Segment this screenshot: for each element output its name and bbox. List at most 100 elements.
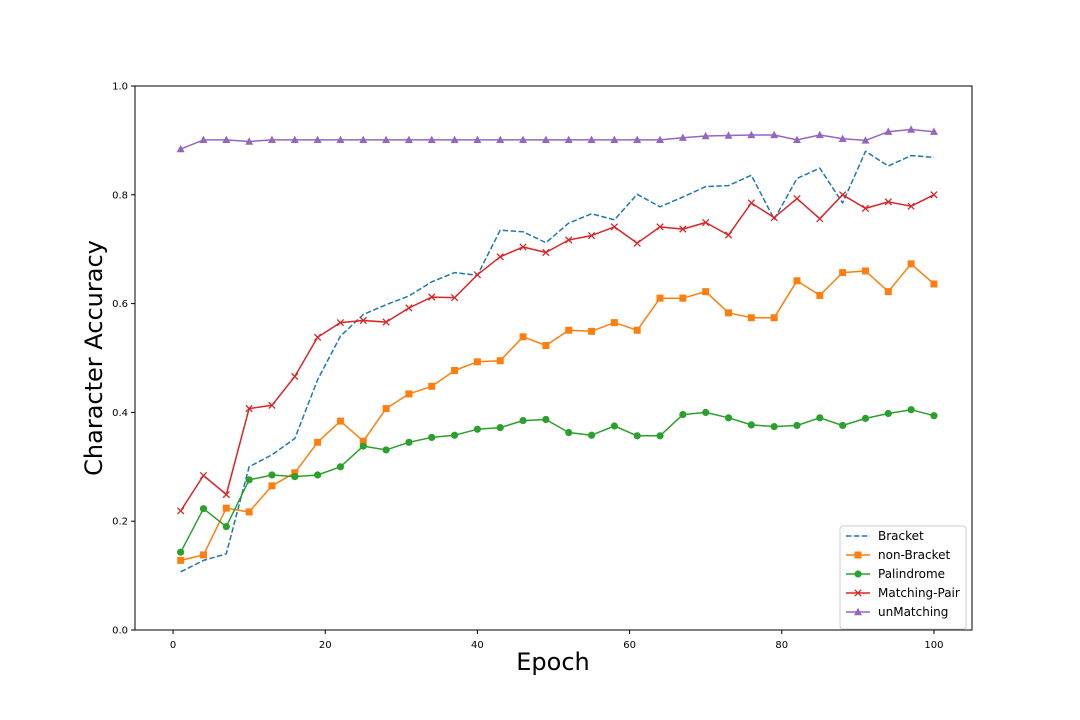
legend-label-non-bracket: non-Bracket	[878, 548, 950, 562]
data-point-palindrome	[245, 476, 253, 484]
data-point-unmatching	[861, 136, 870, 144]
data-point-unmatching	[929, 127, 938, 135]
series-unmatching	[176, 125, 938, 153]
data-point-palindrome	[199, 505, 208, 513]
data-point-unmatching	[336, 135, 345, 144]
data-point-palindrome	[656, 432, 664, 440]
data-point-unmatching	[656, 135, 665, 144]
data-point-non-bracket	[816, 291, 824, 299]
data-point-matching-pair	[770, 213, 778, 222]
data-point-matching-pair	[382, 318, 390, 326]
data-point-palindrome	[610, 422, 618, 430]
data-point-non-bracket	[907, 260, 915, 268]
data-point-unmatching	[267, 135, 276, 144]
legend: Bracket non-Bracket Palindrome Matching-Pai…	[839, 525, 967, 630]
data-point-unmatching	[884, 127, 893, 135]
data-point-unmatching	[404, 135, 413, 144]
legend-label-bracket: Bracket	[878, 529, 924, 543]
legend-marker-unmatching	[854, 607, 862, 616]
data-point-palindrome	[907, 406, 915, 414]
data-point-palindrome	[268, 471, 276, 479]
data-point-non-bracket	[542, 341, 550, 349]
data-point-matching-pair	[587, 231, 596, 240]
data-point-non-bracket	[565, 326, 573, 334]
y-tick-label: 0.0	[112, 626, 128, 637]
data-point-non-bracket	[336, 417, 344, 425]
data-point-non-bracket	[382, 405, 390, 413]
data-point-palindrome	[473, 425, 482, 433]
series-matching-pair	[176, 191, 938, 515]
data-point-non-bracket	[725, 309, 733, 317]
data-point-unmatching	[610, 135, 619, 144]
data-point-matching-pair	[222, 490, 230, 499]
data-point-non-bracket	[199, 551, 207, 559]
data-point-matching-pair	[816, 215, 824, 223]
data-point-unmatching	[747, 130, 756, 139]
data-point-matching-pair	[610, 223, 619, 231]
series-line-bracket	[180, 150, 935, 573]
data-point-palindrome	[314, 471, 322, 479]
data-point-matching-pair	[496, 253, 504, 261]
legend-marker-non-bracket	[854, 551, 862, 559]
data-point-unmatching	[359, 135, 368, 144]
data-point-matching-pair	[313, 333, 322, 341]
data-point-matching-pair	[176, 507, 185, 515]
data-point-unmatching	[313, 135, 322, 144]
data-point-unmatching	[473, 135, 482, 144]
data-point-non-bracket	[268, 482, 276, 490]
data-point-palindrome	[930, 412, 938, 420]
data-point-unmatching	[838, 134, 847, 142]
legend-item-unmatching: unMatching	[846, 605, 948, 619]
legend-label-palindrome: Palindrome	[878, 567, 945, 581]
data-point-palindrome	[222, 523, 230, 531]
data-point-non-bracket	[588, 327, 596, 335]
data-point-palindrome	[861, 414, 870, 422]
data-point-palindrome	[793, 421, 801, 430]
y-axis-label: Character Accuracy	[80, 240, 108, 476]
data-point-matching-pair	[245, 404, 253, 413]
data-point-palindrome	[291, 472, 299, 481]
data-point-non-bracket	[314, 438, 322, 446]
data-point-non-bracket	[496, 357, 504, 365]
data-point-non-bracket	[793, 277, 801, 285]
data-point-unmatching	[382, 135, 391, 144]
x-tick-label: 20	[319, 640, 332, 651]
data-point-non-bracket	[770, 314, 778, 322]
legend-marker-matching-pair	[854, 589, 862, 597]
series-line-non-bracket	[180, 263, 935, 562]
y-tick-label: 0.6	[112, 299, 128, 310]
plot-area	[176, 125, 938, 573]
data-point-matching-pair	[702, 218, 710, 227]
data-point-palindrome	[405, 438, 413, 446]
data-point-non-bracket	[884, 288, 892, 296]
data-point-non-bracket	[656, 294, 664, 302]
data-point-matching-pair	[861, 204, 870, 213]
x-tick-label: 80	[775, 640, 788, 651]
data-point-palindrome	[633, 432, 641, 440]
data-point-matching-pair	[405, 304, 413, 312]
data-point-palindrome	[679, 410, 687, 419]
data-point-palindrome	[336, 463, 345, 471]
y-tick-label: 0.4	[112, 408, 128, 419]
data-point-non-bracket	[839, 269, 847, 277]
data-point-matching-pair	[428, 293, 436, 301]
data-point-palindrome	[565, 428, 573, 437]
series-line-unmatching	[180, 128, 935, 150]
data-point-matching-pair	[450, 293, 459, 302]
data-point-unmatching	[541, 135, 550, 144]
data-point-unmatching	[678, 133, 687, 141]
data-point-non-bracket	[610, 319, 618, 327]
legend-item-bracket: Bracket	[846, 529, 924, 543]
series-line-palindrome	[180, 408, 935, 553]
data-point-palindrome	[450, 431, 459, 439]
data-point-matching-pair	[542, 248, 550, 257]
data-point-palindrome	[747, 421, 755, 429]
data-point-non-bracket	[245, 508, 253, 516]
data-point-non-bracket	[451, 367, 459, 375]
data-point-matching-pair	[473, 271, 482, 279]
data-point-palindrome	[428, 433, 436, 442]
data-point-unmatching	[724, 131, 733, 139]
legend-item-non-bracket: non-Bracket	[846, 548, 950, 562]
legend-marker-palindrome	[854, 570, 862, 578]
